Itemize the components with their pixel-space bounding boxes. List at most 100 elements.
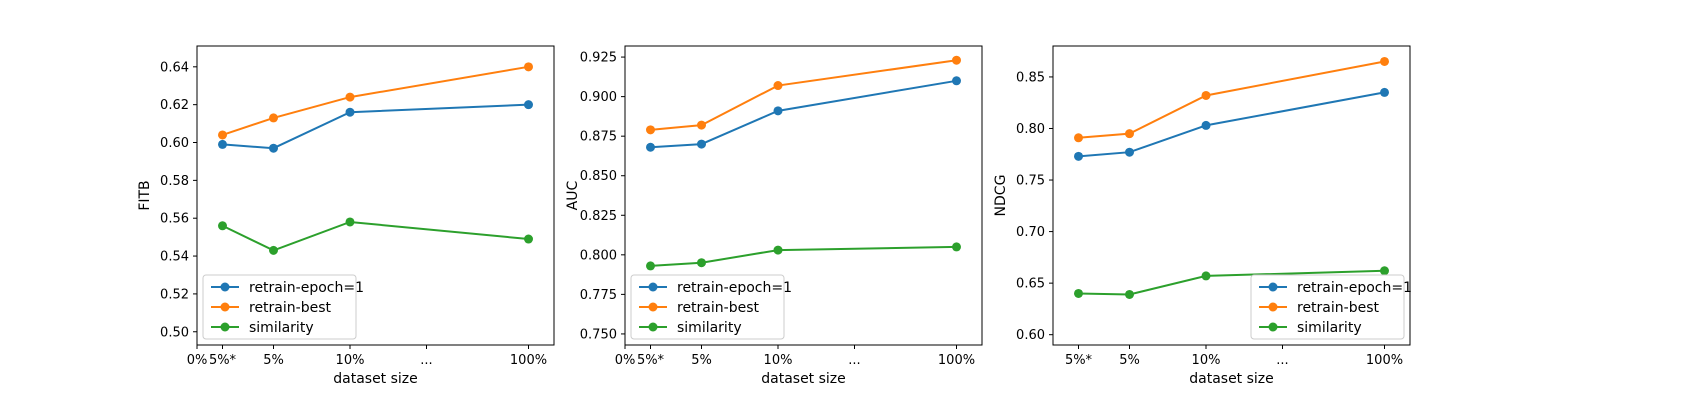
series-line-retrain-epoch=1: [650, 79, 957, 149]
data-point: [773, 245, 783, 255]
y-tick-label: 0.825: [580, 209, 617, 224]
y-tick-label: 0.60: [160, 136, 189, 151]
data-point: [1201, 271, 1211, 281]
data-point: [1125, 147, 1134, 157]
legend-label: retrain-epoch=1: [677, 280, 792, 296]
legend-marker: [220, 282, 230, 292]
y-tick-label: 0.70: [1016, 225, 1045, 240]
legend-marker: [1268, 302, 1278, 312]
y-tick-label: 0.85: [1016, 70, 1045, 85]
data-point: [1380, 266, 1389, 276]
legend: retrain-epoch=1 retrain-best similarity: [202, 274, 364, 340]
data-point: [269, 113, 278, 123]
axes-frame: [1052, 45, 1411, 346]
legend-box: [202, 274, 357, 340]
axes-frame: [624, 45, 983, 346]
y-tick-label: 0.52: [160, 287, 189, 302]
series-line-retrain-best: [1078, 60, 1385, 139]
legend-label: retrain-best: [249, 300, 331, 316]
legend-label: similarity: [677, 320, 742, 336]
data-point: [1201, 90, 1211, 100]
x-axis-label: dataset size: [333, 371, 418, 387]
x-tick-label: 5%: [1119, 353, 1140, 368]
legend-label: similarity: [1297, 320, 1362, 336]
series-line-similarity: [222, 220, 529, 252]
data-point: [697, 139, 706, 149]
data-point: [773, 81, 783, 91]
data-point: [345, 107, 355, 117]
legend-label: similarity: [249, 320, 314, 336]
x-tick-label: ...: [1276, 353, 1288, 368]
series-line-retrain-best: [650, 59, 957, 131]
y-tick-label: 0.750: [580, 327, 617, 342]
data-point: [1125, 129, 1134, 139]
legend-marker: [1268, 282, 1278, 292]
data-point: [952, 242, 961, 252]
data-point: [524, 100, 533, 110]
data-point: [646, 261, 655, 271]
y-tick-label: 0.50: [160, 325, 189, 340]
x-tick-label: 5%*: [1065, 353, 1093, 368]
legend-box: [630, 274, 785, 340]
y-tick-label: 0.800: [580, 248, 617, 263]
x-tick-label: 5%*: [637, 353, 665, 368]
y-tick-label: 0.775: [580, 288, 617, 303]
x-tick-label: 100%: [510, 353, 547, 368]
legend: retrain-epoch=1 retrain-best similarity: [630, 274, 792, 340]
y-tick-label: 0.80: [1016, 122, 1045, 137]
legend-label: retrain-epoch=1: [1297, 280, 1412, 296]
x-tick-label: ...: [848, 353, 860, 368]
y-axis-label: NDCG: [993, 175, 1009, 217]
y-tick-label: 0.875: [580, 130, 617, 145]
data-point: [1380, 56, 1389, 66]
x-tick-label: 5%*: [209, 353, 237, 368]
x-tick-label: 10%: [764, 353, 793, 368]
series-line-similarity: [1078, 269, 1385, 296]
x-axis-label: dataset size: [1189, 371, 1274, 387]
data-point: [1380, 87, 1389, 97]
legend-marker: [648, 322, 658, 332]
chart-panel-3: 0.60 0.65 0.70 0.75 0.80 0.85 5%* 5% 10%... 100% d…: [993, 45, 1412, 387]
data-point: [1125, 289, 1134, 299]
data-point: [524, 62, 533, 72]
data-point: [697, 258, 706, 268]
data-point: [773, 106, 783, 116]
data-point: [952, 76, 961, 86]
y-tick-label: 0.56: [160, 212, 189, 227]
legend: retrain-epoch=1 retrain-best similarity: [1250, 274, 1412, 340]
y-tick-label: 0.75: [1016, 174, 1045, 189]
legend-marker: [648, 282, 658, 292]
axes-frame: [196, 45, 555, 346]
data-point: [345, 92, 355, 102]
data-point: [269, 143, 278, 153]
legend-marker: [1268, 322, 1278, 332]
y-axis-label: AUC: [565, 180, 581, 210]
y-axis-label: FITB: [137, 180, 153, 210]
legend-label: retrain-best: [1297, 300, 1379, 316]
y-tick-label: 0.60: [1016, 328, 1045, 343]
data-point: [646, 142, 655, 152]
data-point: [1074, 151, 1083, 161]
data-point: [1074, 133, 1083, 143]
series-line-retrain-epoch=1: [1078, 91, 1385, 158]
legend-label: retrain-best: [677, 300, 759, 316]
x-tick-label: 10%: [1192, 353, 1221, 368]
legend-label: retrain-epoch=1: [249, 280, 364, 296]
chart-panel-1: 0.50 0.52 0.54 0.56 0.58 0.60 0.62 0.64 0% 5%* 5% 1…: [137, 45, 555, 387]
series-line-retrain-best: [222, 65, 529, 136]
y-tick-label: 0.850: [580, 169, 617, 184]
data-point: [524, 234, 533, 244]
legend-marker: [220, 302, 230, 312]
x-tick-label: 100%: [1366, 353, 1403, 368]
y-tick-label: 0.62: [160, 98, 189, 113]
series-line-similarity: [650, 245, 957, 267]
y-tick-label: 0.900: [580, 90, 617, 105]
data-point: [345, 217, 355, 227]
legend-marker: [220, 322, 230, 332]
data-point: [218, 139, 227, 149]
data-point: [646, 125, 655, 135]
series-line-retrain-epoch=1: [222, 103, 529, 150]
data-point: [952, 55, 961, 65]
data-point: [218, 221, 227, 231]
x-tick-label: 100%: [938, 353, 975, 368]
